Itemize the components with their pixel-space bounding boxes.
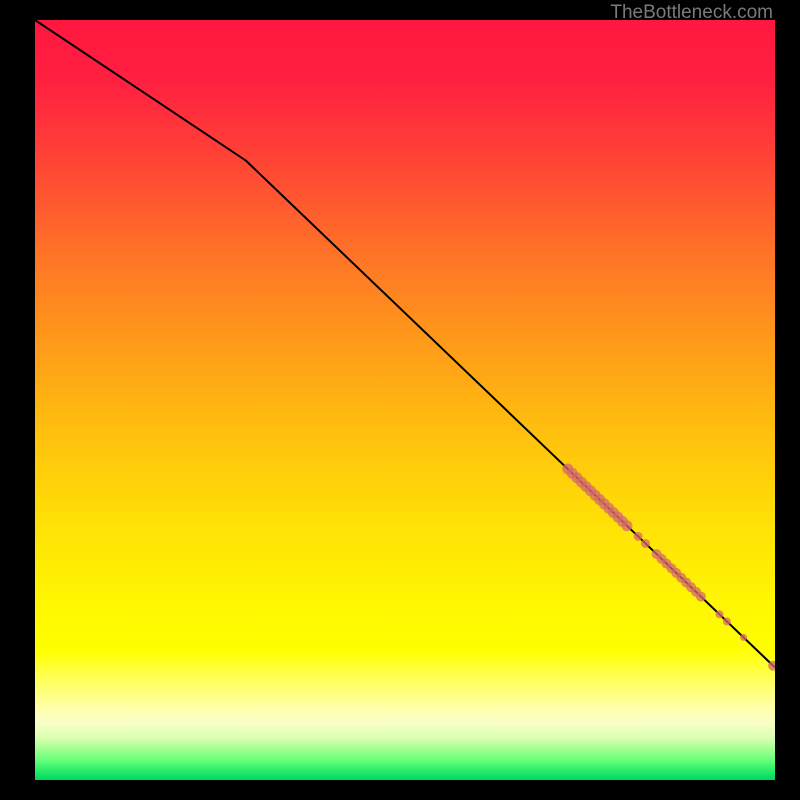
plot-area <box>35 20 775 780</box>
watermark-text: TheBottleneck.com <box>610 2 773 24</box>
heatmap-gradient <box>35 20 775 780</box>
